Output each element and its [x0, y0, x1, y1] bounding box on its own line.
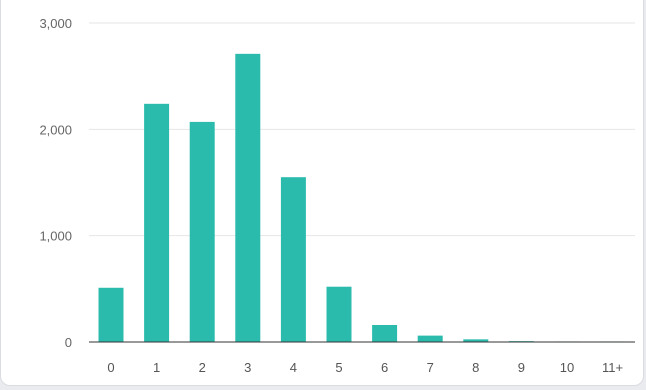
bar-4	[280, 177, 306, 342]
y-tick-label: 1,000	[39, 229, 72, 244]
x-tick-label: 3	[244, 360, 251, 375]
bar-6	[372, 324, 398, 342]
y-tick-label: 2,000	[39, 122, 72, 137]
x-tick-label: 5	[335, 360, 342, 375]
x-tick-label: 4	[290, 360, 297, 375]
x-axis: 0 1 2 3 4 5 6 7 8 9 10 11+	[89, 341, 635, 375]
bar-2	[189, 121, 215, 342]
y-axis: 0 1,000 2,000 3,000	[39, 16, 72, 350]
y-tick-label: 3,000	[39, 16, 72, 31]
gridlines	[89, 22, 635, 237]
x-tick-label: 1	[153, 360, 160, 375]
x-tick-label: 0	[107, 360, 114, 375]
bar-0	[98, 287, 124, 342]
bar-8	[463, 339, 489, 342]
x-tick-label: 8	[472, 360, 479, 375]
x-tick-label: 6	[381, 360, 388, 375]
x-tick-label: 2	[199, 360, 206, 375]
bar-3	[235, 53, 261, 342]
bar-7	[417, 335, 443, 342]
y-tick-label: 0	[65, 335, 72, 350]
x-tick-label: 9	[518, 360, 525, 375]
bar-1	[144, 103, 170, 343]
x-tick-label: 7	[427, 360, 434, 375]
bars	[98, 53, 626, 343]
bar-5	[326, 286, 352, 342]
x-tick-label: 11+	[602, 360, 623, 375]
x-tick-label: 10	[560, 360, 574, 375]
